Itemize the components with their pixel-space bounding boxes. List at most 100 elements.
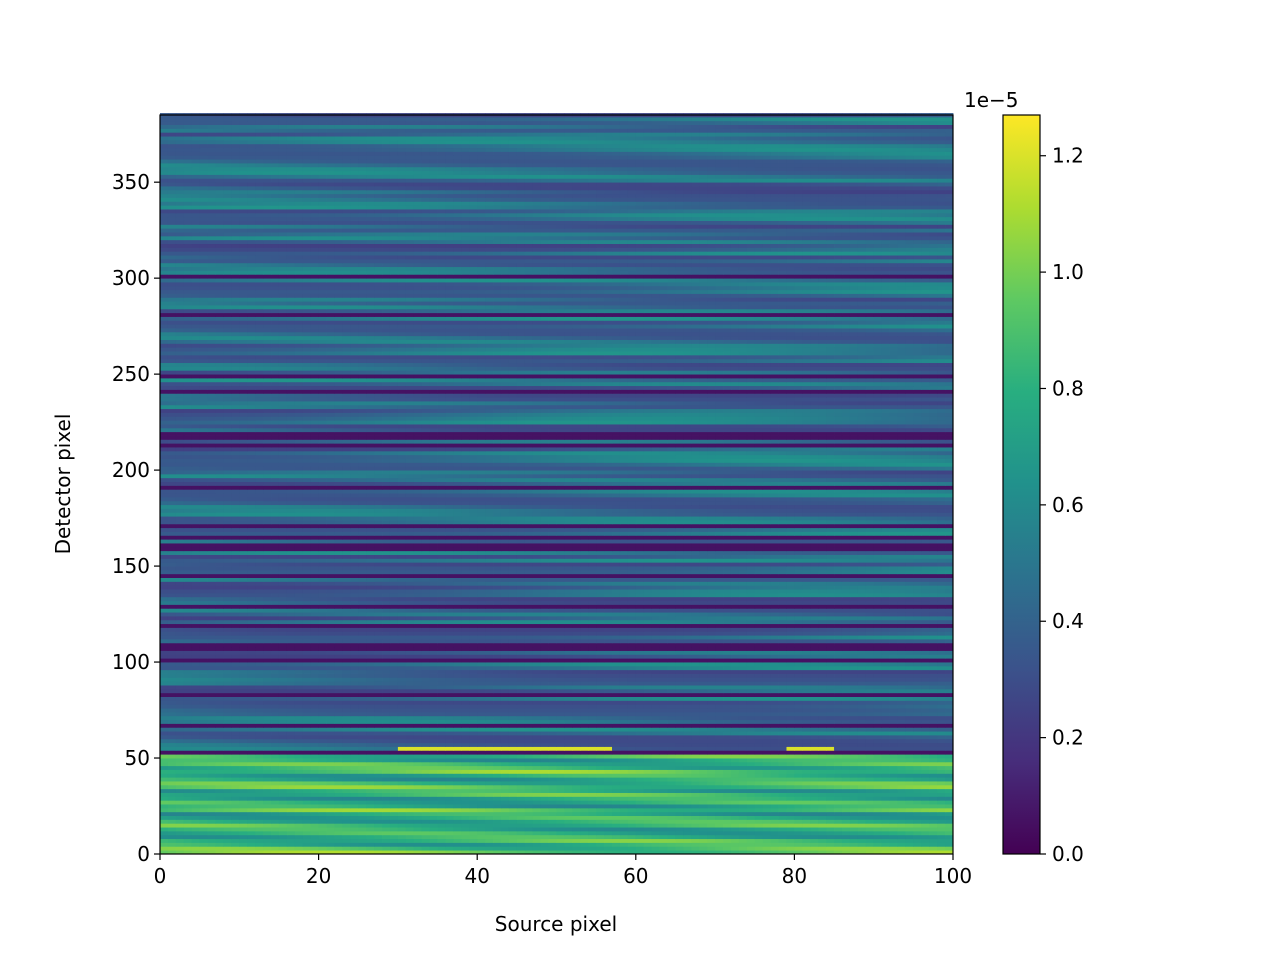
heatmap-cell <box>200 770 208 774</box>
heatmap-cell <box>533 812 541 816</box>
heatmap-cell <box>945 712 953 716</box>
heatmap-cell <box>929 677 937 681</box>
heatmap-cell <box>612 735 620 739</box>
heatmap-cell <box>723 743 731 747</box>
heatmap-cell <box>668 819 676 823</box>
heatmap-cell <box>192 808 200 812</box>
heatmap-cell <box>874 789 882 793</box>
heatmap-cell <box>905 739 913 743</box>
heatmap-cell <box>628 835 636 839</box>
heatmap-cell <box>905 712 913 716</box>
heatmap-cell <box>826 662 834 666</box>
heatmap-cell <box>279 681 287 685</box>
heatmap-cell <box>668 766 676 770</box>
heatmap-cell <box>390 823 398 827</box>
heatmap-cell <box>406 816 414 820</box>
heatmap-cell <box>208 716 216 720</box>
heatmap-cell <box>588 727 596 731</box>
heatmap-cell <box>612 842 620 846</box>
heatmap-cell <box>398 793 406 797</box>
heatmap-cell <box>271 770 279 774</box>
heatmap-cell <box>628 712 636 716</box>
heatmap-cell <box>168 800 176 804</box>
heatmap-cell <box>660 674 668 678</box>
heatmap-cell <box>652 773 660 777</box>
heatmap-cell <box>628 781 636 785</box>
heatmap-cell <box>176 666 184 670</box>
heatmap-cell <box>239 662 247 666</box>
heatmap-cell <box>453 839 461 843</box>
heatmap-cell <box>398 754 406 758</box>
heatmap-cell <box>905 773 913 777</box>
heatmap-cell <box>588 762 596 766</box>
heatmap-cell <box>786 846 794 850</box>
heatmap-cell <box>779 720 787 724</box>
heatmap-cell <box>596 781 604 785</box>
heatmap-cell <box>501 819 509 823</box>
heatmap-cell <box>541 716 549 720</box>
heatmap-cell <box>723 723 731 727</box>
heatmap-cell <box>319 808 327 812</box>
heatmap-cell <box>731 739 739 743</box>
heatmap-cell <box>445 693 453 697</box>
heatmap-cell <box>382 804 390 808</box>
heatmap-cell <box>779 789 787 793</box>
heatmap-cell <box>319 758 327 762</box>
heatmap-cell <box>295 762 303 766</box>
heatmap-cell <box>644 727 652 731</box>
heatmap-cell <box>779 731 787 735</box>
heatmap-cell <box>921 666 929 670</box>
heatmap-cell <box>493 827 501 831</box>
heatmap-cell <box>414 739 422 743</box>
heatmap-cell <box>414 785 422 789</box>
heatmap-cell <box>517 666 525 670</box>
heatmap-cell <box>541 674 549 678</box>
heatmap-cell <box>596 704 604 708</box>
heatmap-cell <box>533 697 541 701</box>
heatmap-cell <box>231 689 239 693</box>
heatmap-cell <box>945 762 953 766</box>
heatmap-cell <box>731 735 739 739</box>
heatmap-cell <box>366 747 374 751</box>
heatmap-cell <box>334 685 342 689</box>
heatmap-cell <box>461 693 469 697</box>
heatmap-cell <box>826 777 834 781</box>
heatmap-cell <box>390 681 398 685</box>
heatmap-cell <box>755 681 763 685</box>
heatmap-cell <box>945 670 953 674</box>
heatmap-cell <box>715 681 723 685</box>
heatmap-cell <box>509 766 517 770</box>
heatmap-cell <box>342 677 350 681</box>
heatmap-cell <box>874 842 882 846</box>
heatmap-cell <box>509 816 517 820</box>
heatmap-cell <box>715 777 723 781</box>
heatmap-cell <box>818 823 826 827</box>
heatmap-cell <box>660 720 668 724</box>
heatmap-cell <box>675 697 683 701</box>
heatmap-cell <box>636 839 644 843</box>
heatmap-cell <box>176 739 184 743</box>
heatmap-cell <box>319 693 327 697</box>
heatmap-cell <box>826 781 834 785</box>
heatmap-cell <box>366 704 374 708</box>
heatmap-cell <box>882 812 890 816</box>
heatmap-cell <box>779 804 787 808</box>
heatmap-cell <box>636 681 644 685</box>
heatmap-cell <box>342 793 350 797</box>
heatmap-cell <box>675 685 683 689</box>
heatmap-cell <box>858 785 866 789</box>
heatmap-cell <box>572 831 580 835</box>
heatmap-cell <box>549 716 557 720</box>
heatmap-cell <box>921 681 929 685</box>
heatmap-cell <box>668 758 676 762</box>
heatmap-cell <box>675 731 683 735</box>
heatmap-cell <box>668 735 676 739</box>
heatmap-cell <box>866 670 874 674</box>
heatmap-cell <box>572 770 580 774</box>
heatmap-cell <box>549 823 557 827</box>
heatmap-cell <box>580 762 588 766</box>
heatmap-cell <box>755 689 763 693</box>
heatmap-cell <box>890 773 898 777</box>
heatmap-cell <box>406 846 414 850</box>
heatmap-cell <box>779 716 787 720</box>
